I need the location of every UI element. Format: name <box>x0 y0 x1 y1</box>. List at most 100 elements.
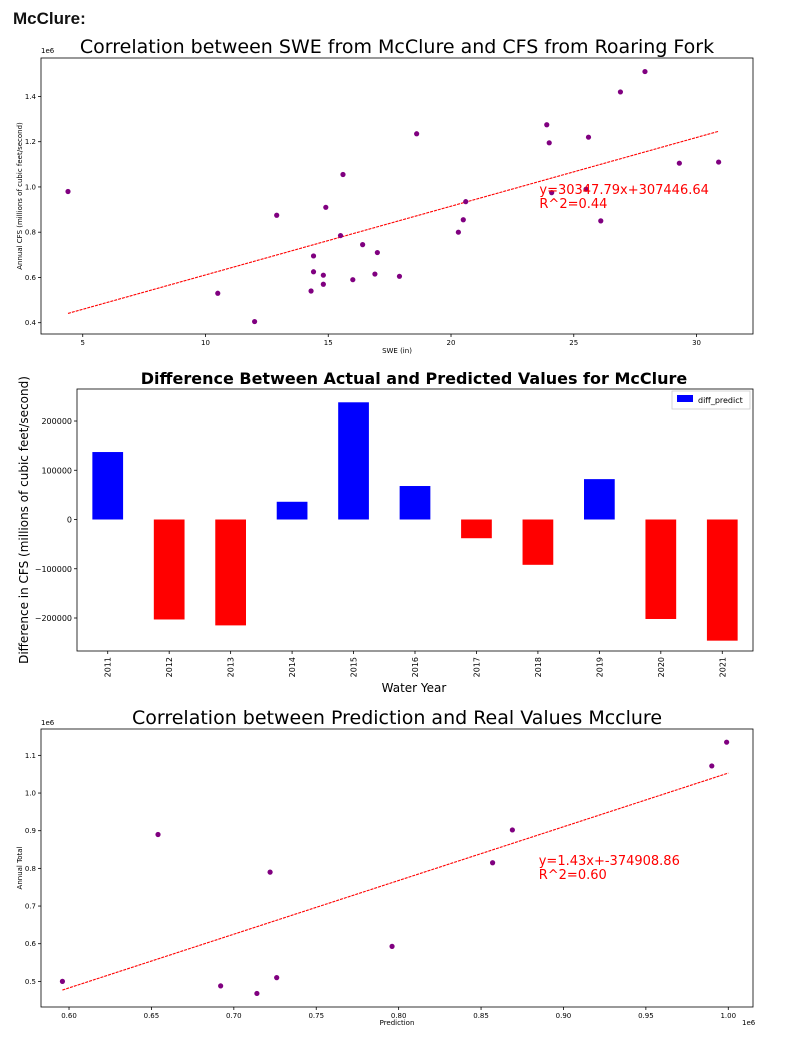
y-tick-label: 200000 <box>41 417 72 426</box>
x-tick-label: 2015 <box>350 657 359 677</box>
page-heading: McClure: <box>13 9 86 28</box>
bar <box>461 519 492 539</box>
x-tick-label: 5 <box>81 339 85 347</box>
data-point <box>549 190 555 196</box>
data-point <box>583 186 589 192</box>
bar <box>338 402 369 520</box>
data-point <box>585 134 592 140</box>
chart1-x-ticks: 5 10 15 20 25 30 <box>81 334 701 347</box>
data-point <box>320 272 326 278</box>
y-tick-label: 100000 <box>41 466 72 475</box>
bar <box>153 519 185 620</box>
x-tick-label: 2011 <box>104 657 113 677</box>
x-tick-label: 1.00 <box>720 1012 736 1020</box>
chart2-x-ticks: 2011 2012 2013 2014 2015 2016 2017 2018 2019 2020… <box>104 651 727 677</box>
x-tick-label: 2019 <box>595 657 604 677</box>
data-point <box>455 229 461 235</box>
chart3-y-label: Annual Total <box>16 846 24 889</box>
chart1-r2-annotation: R^2=0.44 <box>539 197 607 212</box>
data-point <box>310 269 317 275</box>
data-point <box>254 990 260 997</box>
data-point <box>310 253 317 259</box>
chart2-bars <box>92 402 738 641</box>
x-tick-label: 25 <box>569 339 578 347</box>
data-point <box>374 249 380 256</box>
bar <box>276 501 308 520</box>
x-tick-label: 0.80 <box>391 1012 407 1020</box>
y-tick-label: 0.6 <box>25 940 37 948</box>
data-point <box>267 869 273 875</box>
y-tick-label: 1.0 <box>25 790 36 798</box>
chart3-r2-annotation: R^2=0.60 <box>539 868 607 883</box>
data-point <box>716 159 722 165</box>
chart3-x-label: Prediction <box>380 1019 415 1027</box>
x-tick-label: 2017 <box>472 657 481 677</box>
data-point <box>676 160 682 166</box>
data-point <box>617 89 624 95</box>
data-point <box>372 271 378 277</box>
x-tick-label: 30 <box>692 339 701 347</box>
data-point <box>320 281 326 287</box>
bar <box>215 519 246 626</box>
bar <box>92 452 124 520</box>
chart2-title: Difference Between Actual and Predicted … <box>141 369 688 388</box>
data-point <box>340 171 346 178</box>
chart3-points <box>59 739 730 997</box>
chart1-x-label: SWE (in) <box>382 347 412 355</box>
y-tick-label: 0 <box>67 516 72 525</box>
y-tick-label: 0.8 <box>25 229 36 237</box>
bar-chart-difference: Difference Between Actual and Predicted … <box>17 369 754 695</box>
x-tick-label: 2016 <box>411 657 420 677</box>
y-tick-label: 0.7 <box>25 903 36 911</box>
y-tick-label: −100000 <box>35 565 72 574</box>
chart1-fit-line <box>67 130 719 314</box>
y-tick-label: 0.9 <box>25 827 36 835</box>
chart1-y-ticks: 0.4 0.6 0.8 1.0 1.2 1.4 <box>25 93 41 327</box>
data-point <box>308 288 314 294</box>
y-tick-label: 1.2 <box>25 138 36 146</box>
y-tick-label: 0.5 <box>25 978 36 986</box>
chart1-y-label: Annual CFS (millions of cubic feet/secon… <box>16 122 24 270</box>
x-tick-label: 15 <box>324 339 333 347</box>
data-point <box>274 212 280 218</box>
x-tick-label: 2014 <box>288 657 297 677</box>
bar <box>645 519 677 619</box>
bar <box>522 519 554 565</box>
y-tick-label: 1.1 <box>25 752 36 760</box>
chart2-y-ticks: −200000 −100000 0 100000 200000 <box>35 417 77 623</box>
data-point <box>350 277 356 283</box>
data-point <box>642 68 648 75</box>
data-point <box>218 983 224 989</box>
x-tick-label: 20 <box>447 339 456 347</box>
x-tick-label: 0.95 <box>638 1012 654 1020</box>
x-tick-label: 0.65 <box>144 1012 160 1020</box>
data-point <box>489 860 496 866</box>
y-tick-label: −200000 <box>35 614 72 623</box>
data-point <box>215 290 221 296</box>
chart1-offset-label: 1e6 <box>41 47 55 55</box>
bar <box>399 486 431 520</box>
data-point <box>544 122 550 128</box>
x-tick-label: 10 <box>201 339 210 347</box>
x-tick-label: 0.70 <box>226 1012 242 1020</box>
chart3-x-ticks: 0.60 0.65 0.70 0.75 0.80 0.85 0.90 0.95 1.00 <box>61 1007 736 1020</box>
x-tick-label: 2013 <box>227 657 236 677</box>
data-point <box>252 318 258 325</box>
chart3-y-offset-label: 1e6 <box>41 719 55 727</box>
scatter-chart-swe-vs-cfs: Correlation between SWE from McClure and… <box>16 36 754 355</box>
chart2-legend: diff_predict <box>671 390 751 410</box>
chart1-equation-annotation: y=30347.79x+307446.64 <box>539 183 709 198</box>
y-tick-label: 0.6 <box>25 274 37 282</box>
y-tick-label: 1.0 <box>25 183 36 191</box>
chart3-equation-annotation: y=1.43x+-374908.86 <box>539 854 680 869</box>
y-tick-label: 0.4 <box>25 319 37 327</box>
data-point <box>546 140 552 146</box>
chart3-y-ticks: 0.5 0.6 0.7 0.8 0.9 1.0 1.1 <box>25 752 41 986</box>
bar <box>706 519 738 641</box>
fit-line <box>67 130 719 314</box>
chart2-legend-label: diff_predict <box>698 396 743 405</box>
x-tick-label: 0.85 <box>473 1012 489 1020</box>
x-tick-label: 0.90 <box>556 1012 572 1020</box>
chart2-y-label: Difference in CFS (millions of cubic fee… <box>17 376 31 664</box>
